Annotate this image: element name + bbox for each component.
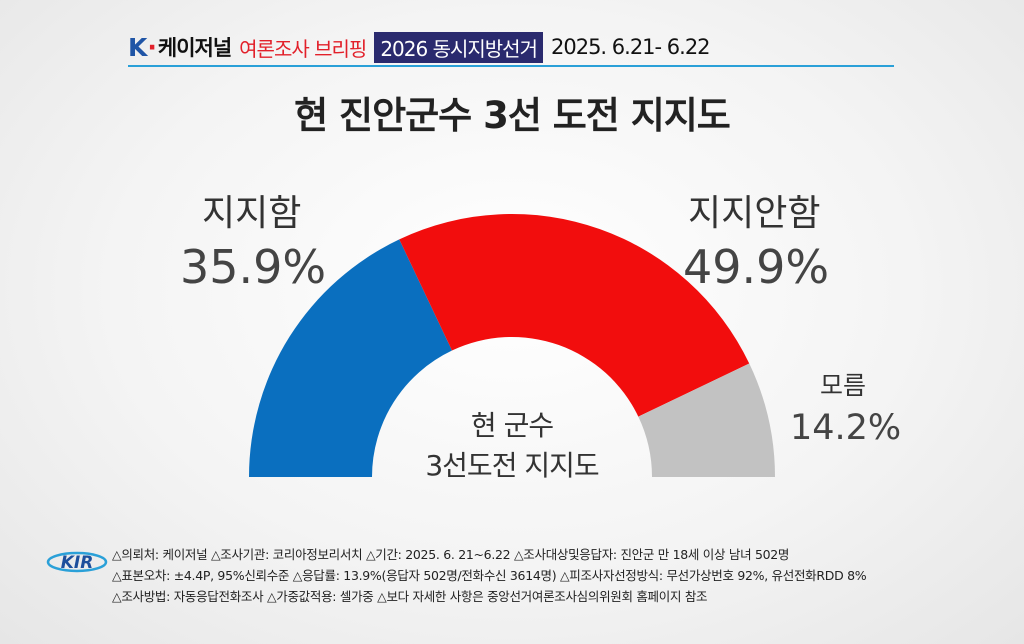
- donut-slice-1: [399, 214, 750, 417]
- survey-notes: KIR △의뢰처: 케이저널 △조사기관: 코리아정보리서치 △기간: 2025…: [46, 544, 986, 610]
- donut-center-label: 현 군수 3선도전 지지도: [412, 406, 612, 486]
- brand-dot: ·: [147, 32, 157, 62]
- support-label: 지지함: [202, 193, 302, 234]
- brand-name: 케이저널: [157, 36, 232, 60]
- oppose-value: 49.9%: [683, 240, 830, 294]
- survey-date: 2025. 6.21- 6.22: [550, 35, 711, 59]
- donut-slice-0: [249, 239, 452, 477]
- support-value: 35.9%: [180, 240, 327, 294]
- center-line-2: 3선도전 지지도: [425, 449, 599, 482]
- brand-k: K: [128, 32, 148, 62]
- notes-text: △의뢰처: 케이저널 △조사기관: 코리아정보리서치 △기간: 2025. 6.…: [112, 544, 867, 607]
- briefing-label: 여론조사 브리핑: [239, 36, 367, 61]
- notes-line-3: △조사방법: 자동응답전화조사 △가중값적용: 셀가중 △보다 자세한 사항은 …: [112, 589, 708, 604]
- notes-line-2: △표본오차: ±4.4P, 95%신뢰수준 △응답률: 13.9%(응답자 50…: [112, 568, 867, 583]
- center-line-1: 현 군수: [470, 409, 554, 442]
- unknown-value: 14.2%: [790, 408, 902, 448]
- kir-logo-text: KIR: [61, 553, 94, 573]
- kir-logo-icon: KIR: [46, 551, 108, 573]
- notes-line-1: △의뢰처: 케이저널 △조사기관: 코리아정보리서치 △기간: 2025. 6.…: [112, 547, 790, 562]
- donut-slice-2: [638, 363, 775, 477]
- header-divider: [128, 65, 894, 67]
- header-bar: K · 케이저널 여론조사 브리핑 2026 동시지방선거 2025. 6.21- …: [128, 30, 894, 64]
- chart-title: 현 진안군수 3선 도전 지지도: [294, 94, 731, 137]
- oppose-label: 지지안함: [688, 193, 821, 234]
- election-badge: 2026 동시지방선거: [374, 31, 543, 63]
- unknown-label: 모름: [820, 371, 867, 400]
